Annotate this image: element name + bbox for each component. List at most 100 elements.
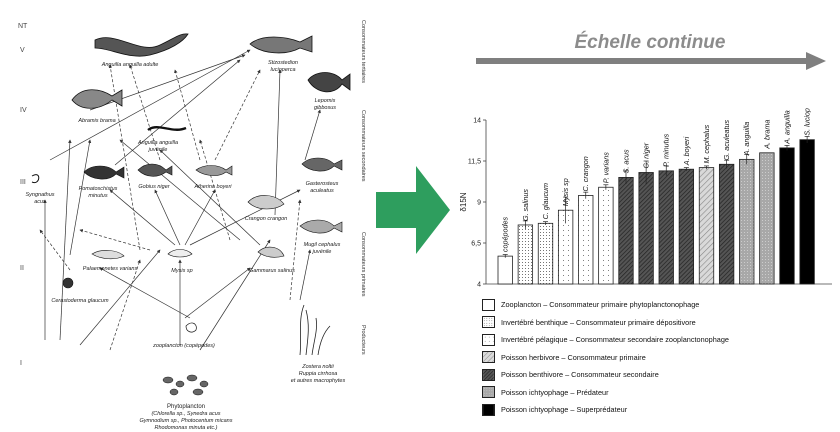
legend-item: Invertébré pélagique – Consommateur seco… — [482, 331, 822, 349]
trophic-links — [43, 49, 321, 351]
legend-label: Invertébré pélagique – Consommateur seco… — [501, 335, 729, 345]
juvenile-eel-icon — [147, 125, 187, 132]
pipefish-icon — [31, 174, 40, 184]
legend-label: Poisson benthivore – Consommateur second… — [501, 370, 659, 380]
bar — [779, 147, 795, 285]
species-lepomis-2: gibbosus — [314, 105, 336, 111]
bar-category-label: Mysis sp — [561, 178, 570, 206]
bar — [598, 186, 614, 285]
side-label-secondary: Consommateurs secondaires — [360, 110, 366, 182]
y-axis-label: δ15N — [459, 192, 468, 211]
stickleback-icon — [301, 157, 343, 172]
legend-item: Poisson herbivore – Consommateur primair… — [482, 349, 822, 367]
scale-arrow-icon — [476, 52, 826, 70]
mullet-icon — [299, 219, 343, 234]
species-zostera-1: Zostera noltii — [301, 364, 334, 370]
legend-swatch — [482, 298, 495, 311]
bar-category-label: G. aculeatus — [722, 120, 731, 161]
legend-item: Zooplancton – Consommateur primaire phyt… — [482, 296, 822, 314]
species-anguilla-adult: Anguilla anguilla adulte — [101, 62, 159, 68]
species-mugil-1: Mugil cephalus — [304, 242, 341, 248]
phyto-line-1: (Chlorella sp., Synedra acus — [151, 411, 220, 417]
legend-label: Poisson ichtyophage – Superprédateur — [501, 405, 628, 415]
species-gobius: Gobius niger — [138, 184, 170, 190]
bar — [678, 168, 695, 285]
species-crangon: Crangon crangon — [245, 216, 288, 222]
bar-category-label: copépodes — [501, 217, 510, 253]
cockle-icon — [62, 277, 74, 289]
legend-item: Poisson benthivore – Consommateur second… — [482, 366, 822, 384]
bar — [718, 163, 735, 285]
species-mysis: Mysis sp — [171, 268, 192, 274]
black-goby-icon — [137, 163, 173, 177]
level-iv: IV — [20, 107, 27, 114]
species-gasterosteus-2: aculeatus — [310, 188, 334, 194]
bar-category-label: S. acus — [621, 149, 630, 173]
legend-item: Invertébré benthique – Consommateur prim… — [482, 314, 822, 332]
bar-category-label: A. brama — [762, 120, 771, 150]
legend-label: Invertébré benthique – Consommateur prim… — [501, 317, 696, 327]
bream-icon — [71, 89, 123, 109]
bar-category-label: C. glaucum — [541, 183, 550, 219]
side-label-producers: Producteurs — [360, 325, 366, 355]
level-ii: II — [20, 265, 24, 272]
phyto-title: Phytoplancton — [167, 404, 205, 410]
bar-category-label: M. cephalus — [702, 124, 711, 163]
y-tick-label: 6,5 — [471, 241, 481, 248]
amphipod-icon — [257, 246, 285, 258]
legend-item: Poisson ichtyophage – Superprédateur — [482, 401, 822, 419]
isotope-bar-chart: 4 6,5 9 11,5 14 δ15N copépodes G. salinus C. gl… — [459, 108, 832, 289]
mysis-icon — [167, 249, 193, 258]
bar — [537, 222, 554, 285]
species-pomatoschistus-2: minutus — [88, 193, 108, 199]
species-lepomis-1: Lepomis — [315, 98, 336, 104]
species-cerastoderma: Cerastoderma glaucum — [51, 298, 109, 304]
goby-icon — [83, 165, 125, 180]
legend-label: Poisson herbivore – Consommateur primair… — [501, 352, 646, 362]
y-tick-label: 4 — [477, 282, 481, 289]
legend-swatch — [482, 368, 495, 381]
sunfish-icon — [307, 72, 351, 93]
y-tick-label: 9 — [477, 200, 481, 207]
prawn-icon — [91, 250, 125, 260]
level-iii: III — [20, 179, 26, 186]
bar-category-label: A. boyeri — [682, 136, 691, 166]
eel-icon — [94, 33, 189, 57]
silverside-icon — [195, 165, 233, 176]
food-web-diagram: NT V IV III II I Consommateurs tertiaire… — [18, 20, 366, 431]
bar — [759, 152, 775, 285]
species-gammarus: Gammarus salinus — [249, 268, 295, 274]
bar — [618, 177, 634, 285]
bar — [698, 167, 715, 285]
scale-title: Échelle continue — [574, 32, 726, 53]
legend-swatch — [482, 403, 495, 416]
species-mugil-2: juvénile — [312, 249, 332, 255]
species-zostera-2: Ruppia cirrhosa — [299, 371, 338, 377]
level-nt: NT — [18, 23, 28, 30]
species-anguilla-juv-1: Anguilla anguilla — [137, 140, 178, 146]
species-anguilla-juv-2: juvénile — [148, 147, 168, 153]
species-stizostedion-2: lucioperca — [270, 67, 295, 73]
bar — [799, 139, 815, 285]
species-gasterosteus-1: Gasterosteus — [306, 181, 339, 187]
bar-category-label: P. varians — [601, 152, 610, 183]
species-palaemonetes: Palaemonetes varians — [83, 266, 138, 272]
level-i: I — [20, 360, 22, 367]
phyto-line-2: Gymnodium sp., Photocentum micans — [140, 418, 233, 424]
legend-label: Poisson ichtyophage – Prédateur — [501, 387, 609, 397]
bar — [658, 170, 674, 285]
side-label-tertiary: Consommateurs tertiaires — [360, 20, 366, 83]
bar — [739, 158, 755, 285]
side-label-primary: Consommateurs primaires — [360, 232, 366, 297]
bar — [578, 195, 594, 285]
species-pomatoschistus-1: Pomatoschistus — [79, 186, 118, 192]
species-zostera-3: et autres macrophytes — [291, 378, 346, 384]
species-stizostedion-1: Stizostedion — [268, 60, 298, 66]
bar-category-label: S. lucioperca — [803, 108, 812, 136]
legend-label: Zooplancton – Consommateur primaire phyt… — [501, 300, 700, 310]
species-syngnathus-2: acus — [34, 199, 46, 205]
legend-item: Poisson ichtyophage – Prédateur — [482, 384, 822, 402]
species-atherina: Atherina boyeri — [194, 184, 233, 190]
legend-swatch — [482, 333, 495, 346]
